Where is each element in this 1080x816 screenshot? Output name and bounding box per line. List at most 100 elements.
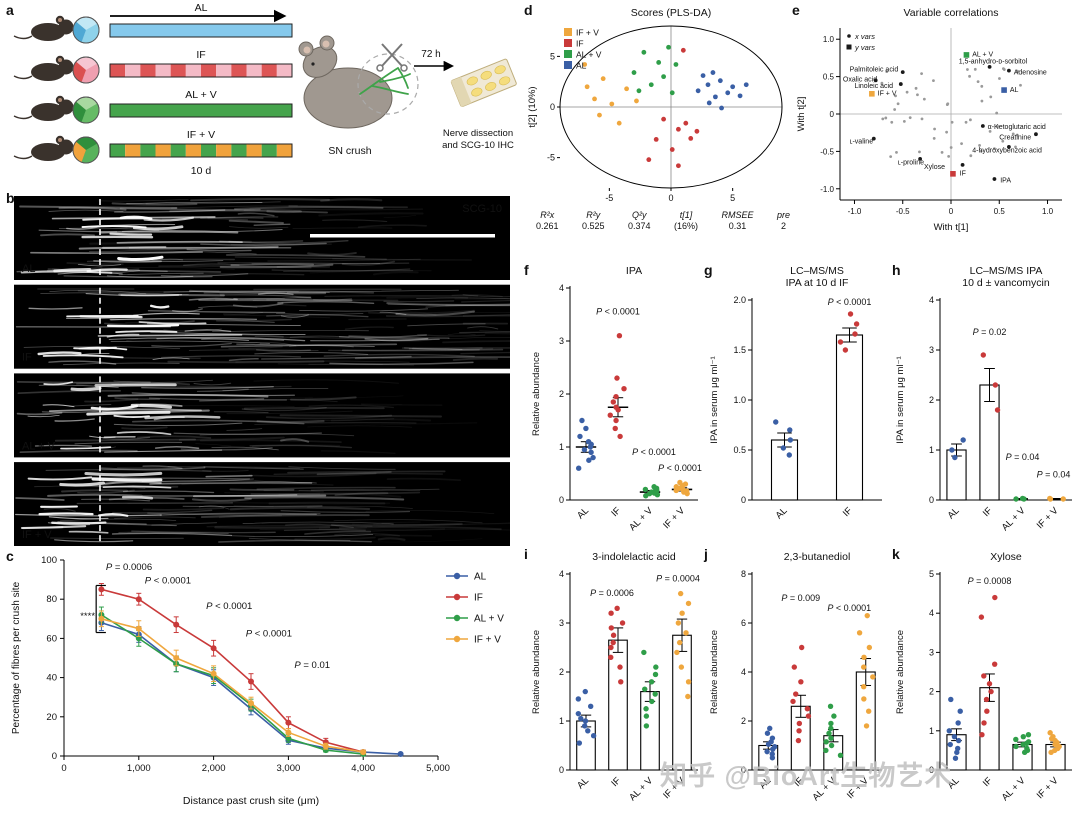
svg-text:IF: IF: [576, 39, 584, 49]
svg-text:Adenosine: Adenosine: [1014, 70, 1047, 77]
svg-text:ʟ-valine: ʟ-valine: [850, 138, 874, 145]
svg-text:P < 0.0001: P < 0.0001: [145, 576, 191, 587]
svg-text:80: 80: [46, 594, 57, 605]
svg-text:With t[1]: With t[1]: [934, 222, 969, 233]
svg-text:ʟ-proline: ʟ-proline: [898, 159, 924, 166]
svg-text:0: 0: [949, 207, 954, 216]
svg-text:IF + V: IF + V: [187, 129, 215, 141]
svg-text:and SCG-10 IHC: and SCG-10 IHC: [442, 140, 514, 151]
panel-a-experiment-schematic: AL IF AL + V IF + V 10 d SN crush 72 h Nerve di…: [10, 2, 520, 192]
svg-text:4: 4: [929, 608, 934, 618]
svg-text:-5: -5: [547, 153, 555, 163]
svg-text:0.5: 0.5: [733, 445, 746, 455]
svg-text:Xylose: Xylose: [990, 551, 1022, 563]
svg-text:IPA in serum μg ml⁻¹: IPA in serum μg ml⁻¹: [709, 356, 720, 443]
svg-text:AL + V: AL + V: [972, 52, 993, 59]
svg-text:AL: AL: [195, 2, 208, 14]
svg-text:SN crush: SN crush: [328, 145, 371, 157]
svg-text:4-hydroxybenzoic acid: 4-hydroxybenzoic acid: [972, 147, 1042, 154]
svg-text:AL + V: AL + V: [576, 50, 602, 60]
svg-text:IPA at 10 d IF: IPA at 10 d IF: [786, 277, 849, 289]
svg-text:AL: AL: [774, 505, 790, 521]
panel-label-h: h: [892, 262, 901, 278]
svg-text:3,000: 3,000: [277, 763, 301, 774]
svg-text:2,3-butanediol: 2,3-butanediol: [784, 551, 851, 563]
svg-text:P = 0.0004: P = 0.0004: [656, 573, 700, 583]
svg-text:1,5-anhydro-ᴅ-sorbitol: 1,5-anhydro-ᴅ-sorbitol: [959, 58, 1028, 65]
svg-text:2: 2: [559, 389, 564, 399]
svg-text:AL + V: AL + V: [185, 89, 216, 101]
svg-text:AL: AL: [474, 572, 487, 583]
svg-text:0.5: 0.5: [994, 207, 1006, 216]
svg-text:x vars: x vars: [854, 32, 875, 41]
svg-text:5: 5: [730, 193, 735, 203]
experiment-schematic-graphic: AL IF AL + V IF + V 10 d SN crush 72 h Nerve di…: [13, 2, 517, 177]
ipa-dot-plot: IPA 0 1 2 3 4 Relative abundance AL IF AL + V IF +…: [531, 265, 702, 533]
svg-text:Distance past crush site (μm): Distance past crush site (μm): [183, 795, 319, 807]
svg-text:IF + V: IF + V: [878, 91, 897, 98]
svg-text:Oxalic acid: Oxalic acid: [843, 76, 877, 83]
svg-text:P = 0.04: P = 0.04: [1037, 470, 1071, 480]
variable-correlations-scatter: Variable correlations -1.0 -0.5 0 0.5 1.0 -1.0…: [796, 7, 1062, 233]
svg-text:1.0: 1.0: [733, 395, 746, 405]
svg-text:AL: AL: [575, 505, 591, 521]
svg-text:2: 2: [559, 667, 564, 677]
svg-text:0: 0: [668, 193, 673, 203]
svg-text:Xylose: Xylose: [924, 164, 945, 171]
plsda-scores-scatter: Scores (PLS-DA) -5 0 5 -5 0 5 t[2] (10%) IF + VI…: [527, 7, 783, 203]
svg-text:IF + V: IF + V: [1035, 775, 1061, 801]
svg-text:AL: AL: [575, 775, 591, 791]
svg-text:P = 0.009: P = 0.009: [781, 593, 820, 603]
panel-h-lcms-ipa-vancomycin: LC–MS/MS IPA 10 d ± vancomycin 0 1 2 3 4 IPA in…: [892, 262, 1078, 546]
svg-text:Palmitoleic acid: Palmitoleic acid: [850, 67, 899, 74]
svg-text:72 h: 72 h: [421, 49, 440, 60]
svg-text:2.0: 2.0: [733, 295, 746, 305]
svg-text:IF: IF: [22, 352, 32, 364]
panel-k-xylose: Xylose 0 1 2 3 4 5 Relative abundance AL IF AL + V…: [892, 548, 1078, 816]
svg-text:Creatinine: Creatinine: [999, 135, 1031, 142]
svg-text:2: 2: [929, 395, 934, 405]
svg-text:P = 0.0008: P = 0.0008: [968, 576, 1012, 586]
svg-text:Percentage of fibres per crush: Percentage of fibres per crush site: [11, 581, 22, 734]
watermark: 知乎 @BioArt生物艺术: [660, 761, 953, 791]
svg-text:AL: AL: [576, 61, 587, 71]
svg-text:2,000: 2,000: [202, 763, 226, 774]
svg-text:IF: IF: [981, 775, 995, 789]
svg-text:Relative abundance: Relative abundance: [531, 352, 542, 436]
svg-text:P = 0.02: P = 0.02: [973, 327, 1007, 337]
svg-text:P < 0.0001: P < 0.0001: [827, 603, 871, 613]
svg-text:0: 0: [929, 765, 934, 775]
svg-text:P < 0.0001: P < 0.0001: [828, 297, 872, 307]
pls-stats: R²x 0.261 R²y 0.525 Q²y 0.374 t[1] (16%) RMSEE 0.…: [536, 210, 790, 231]
svg-text:IF: IF: [981, 505, 995, 519]
svg-text:P = 0.0006: P = 0.0006: [590, 588, 634, 598]
panel-label-c: c: [6, 548, 14, 564]
svg-text:AL + V: AL + V: [627, 775, 655, 803]
panel-label-g: g: [704, 262, 713, 278]
svg-text:AL + V: AL + V: [1000, 505, 1028, 533]
svg-text:-0.5: -0.5: [820, 147, 834, 156]
svg-text:5: 5: [550, 51, 555, 61]
panel-g-lcms-ipa: LC–MS/MS IPA at 10 d IF 0 0.5 1.0 1.5 2.0 IPA i…: [706, 262, 888, 546]
svg-text:1.0: 1.0: [1042, 207, 1054, 216]
svg-text:Linoleic acid: Linoleic acid: [854, 83, 893, 90]
svg-text:IPA: IPA: [1000, 177, 1011, 184]
svg-text:AL: AL: [22, 263, 35, 275]
svg-text:0: 0: [61, 763, 66, 774]
svg-text:P < 0.0001: P < 0.0001: [658, 463, 702, 473]
svg-text:IF + V: IF + V: [22, 529, 52, 541]
svg-text:10 d ± vancomycin: 10 d ± vancomycin: [962, 277, 1050, 289]
svg-text:60: 60: [46, 633, 57, 644]
svg-text:Relative abundance: Relative abundance: [531, 630, 542, 714]
svg-text:40: 40: [46, 673, 57, 684]
svg-text:1: 1: [559, 716, 564, 726]
svg-text:LC–MS/MS: LC–MS/MS: [790, 265, 844, 277]
svg-text:AL: AL: [946, 505, 962, 521]
svg-text:-5: -5: [605, 193, 613, 203]
svg-text:6: 6: [741, 618, 746, 628]
svg-text:3: 3: [559, 336, 564, 346]
